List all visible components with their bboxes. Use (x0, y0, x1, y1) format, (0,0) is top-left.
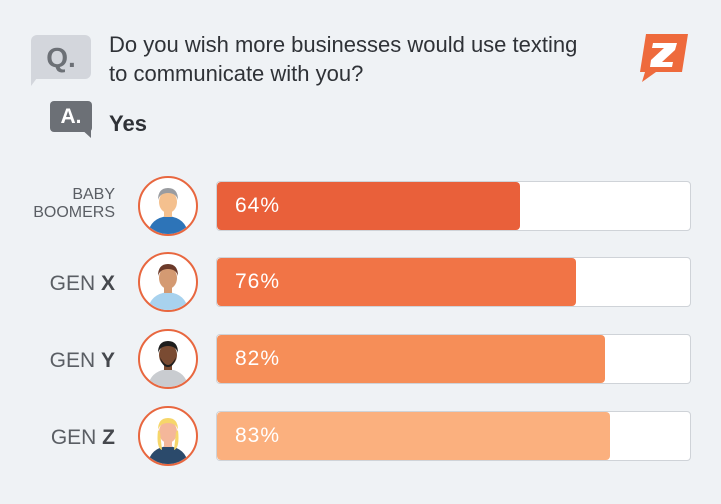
gen-z-avatar-icon (138, 406, 198, 466)
bar-fill: 83% (217, 412, 610, 460)
category-label-prefix: GEN (49, 272, 101, 295)
bar-track: 82% (216, 334, 691, 384)
bar-track: 83% (216, 411, 691, 461)
bar-fill: 82% (217, 335, 605, 383)
category-label-prefix: GEN (49, 349, 101, 372)
bar-value-label: 64% (235, 194, 281, 217)
gen-y-avatar-icon (138, 329, 198, 389)
answer-text: Yes (109, 111, 147, 136)
bar-value-label: 83% (235, 424, 281, 447)
category-label-prefix: GEN (50, 426, 103, 449)
answer-badge-tail (80, 128, 91, 138)
bar-fill: 76% (217, 258, 577, 306)
category-label: GEN Z (0, 426, 115, 449)
category-label-letter: X (100, 272, 115, 295)
answer-badge: A. (50, 101, 92, 132)
category-label: BABY BOOMERS (0, 186, 115, 222)
category-label-letter: Z (102, 426, 115, 449)
category-label: GEN Y (0, 349, 115, 372)
question-text: Do you wish more businesses would use te… (109, 32, 578, 86)
category-label-line: BOOMERS (33, 204, 115, 221)
bar-track: 64% (216, 181, 691, 231)
category-label-line: BABY (72, 186, 115, 203)
category-label-letter: Y (100, 349, 115, 372)
bar-value-label: 76% (235, 270, 281, 293)
gen-x-avatar-icon (138, 252, 198, 312)
category-label: GEN X (0, 272, 115, 295)
baby-boomer-avatar-icon (138, 176, 198, 236)
bar-track: 76% (216, 257, 691, 307)
bar-value-label: 82% (235, 347, 281, 370)
question-badge-tail (31, 70, 43, 86)
bar-fill: 64% (217, 182, 520, 230)
brand-logo-icon (640, 34, 688, 82)
